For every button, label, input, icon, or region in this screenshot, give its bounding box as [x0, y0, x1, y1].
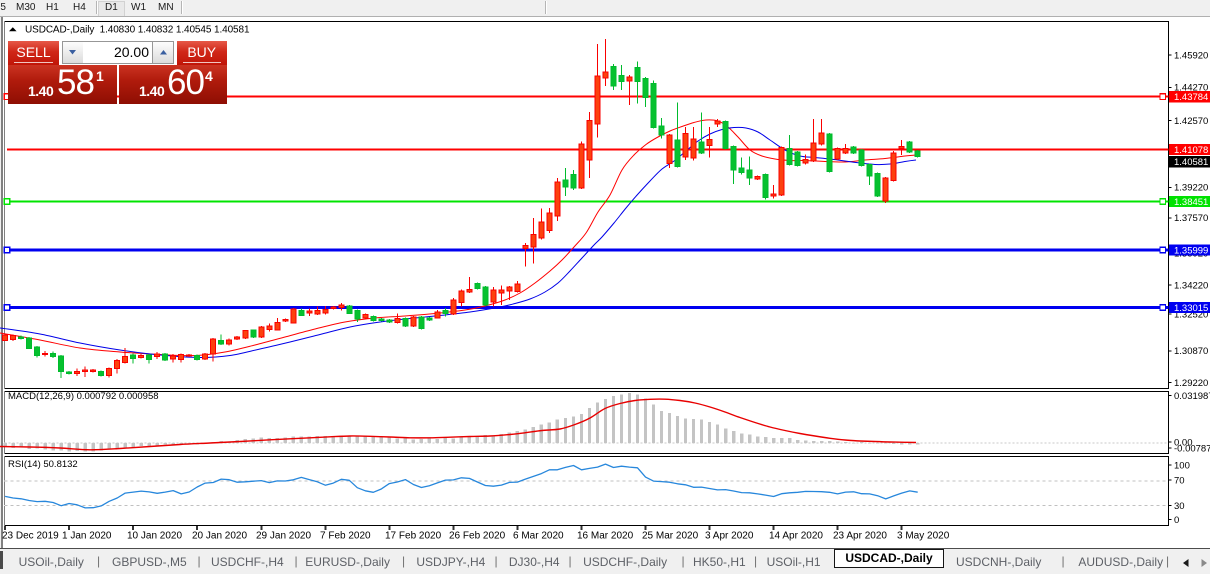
svg-text:100: 100 — [1174, 461, 1190, 472]
svg-text:6 Mar 2020: 6 Mar 2020 — [513, 531, 564, 542]
svg-text:20 Jan 2020: 20 Jan 2020 — [192, 531, 247, 542]
svg-text:3 Apr 2020: 3 Apr 2020 — [705, 531, 754, 542]
svg-text:1.45920: 1.45920 — [1174, 51, 1208, 62]
svg-text:10 Jan 2020: 10 Jan 2020 — [127, 531, 182, 542]
svg-text:1.40581: 1.40581 — [1174, 157, 1208, 168]
svg-text:7 Feb 2020: 7 Feb 2020 — [320, 531, 371, 542]
svg-text:1.35999: 1.35999 — [1174, 246, 1208, 257]
svg-text:USDCAD-,Daily 1.40830 1.40832: USDCAD-,Daily 1.40830 1.40832 1.40545 1.… — [25, 25, 250, 36]
svg-text:1.30870: 1.30870 — [1174, 346, 1208, 357]
svg-text:RSI(14) 50.8132: RSI(14) 50.8132 — [8, 459, 78, 470]
svg-text:1 Jan 2020: 1 Jan 2020 — [62, 531, 112, 542]
svg-text:1.39220: 1.39220 — [1174, 183, 1208, 194]
svg-text:70: 70 — [1174, 476, 1185, 487]
svg-text:17 Feb 2020: 17 Feb 2020 — [385, 531, 442, 542]
svg-text:30: 30 — [1174, 501, 1185, 512]
svg-text:0.00: 0.00 — [1174, 438, 1193, 449]
svg-text:0: 0 — [1174, 515, 1179, 526]
svg-text:29 Jan 2020: 29 Jan 2020 — [256, 531, 311, 542]
svg-text:23 Apr 2020: 23 Apr 2020 — [833, 531, 887, 542]
svg-text:MACD(12,26,9) 0.000792 0.00095: MACD(12,26,9) 0.000792 0.000958 — [8, 391, 159, 402]
svg-text:1.33015: 1.33015 — [1174, 303, 1208, 314]
svg-text:1.38451: 1.38451 — [1174, 197, 1208, 208]
svg-text:25 Mar 2020: 25 Mar 2020 — [642, 531, 699, 542]
svg-text:1.37570: 1.37570 — [1174, 213, 1208, 224]
svg-text:0.031987: 0.031987 — [1174, 391, 1210, 402]
svg-text:1.41078: 1.41078 — [1174, 145, 1208, 156]
svg-text:3 May 2020: 3 May 2020 — [897, 531, 950, 542]
svg-text:1.34220: 1.34220 — [1174, 280, 1208, 291]
svg-text:1.44270: 1.44270 — [1174, 83, 1208, 94]
svg-text:1.32520: 1.32520 — [1174, 309, 1208, 320]
svg-text:1.29220: 1.29220 — [1174, 378, 1208, 389]
svg-text:-0.007875: -0.007875 — [1174, 443, 1210, 454]
svg-text:14 Apr 2020: 14 Apr 2020 — [769, 531, 823, 542]
svg-text:26 Feb 2020: 26 Feb 2020 — [449, 531, 506, 542]
svg-text:16 Mar 2020: 16 Mar 2020 — [577, 531, 634, 542]
svg-text:1.42570: 1.42570 — [1174, 116, 1208, 127]
svg-text:1.43784: 1.43784 — [1174, 92, 1208, 103]
svg-text:23 Dec 2019: 23 Dec 2019 — [2, 531, 59, 542]
